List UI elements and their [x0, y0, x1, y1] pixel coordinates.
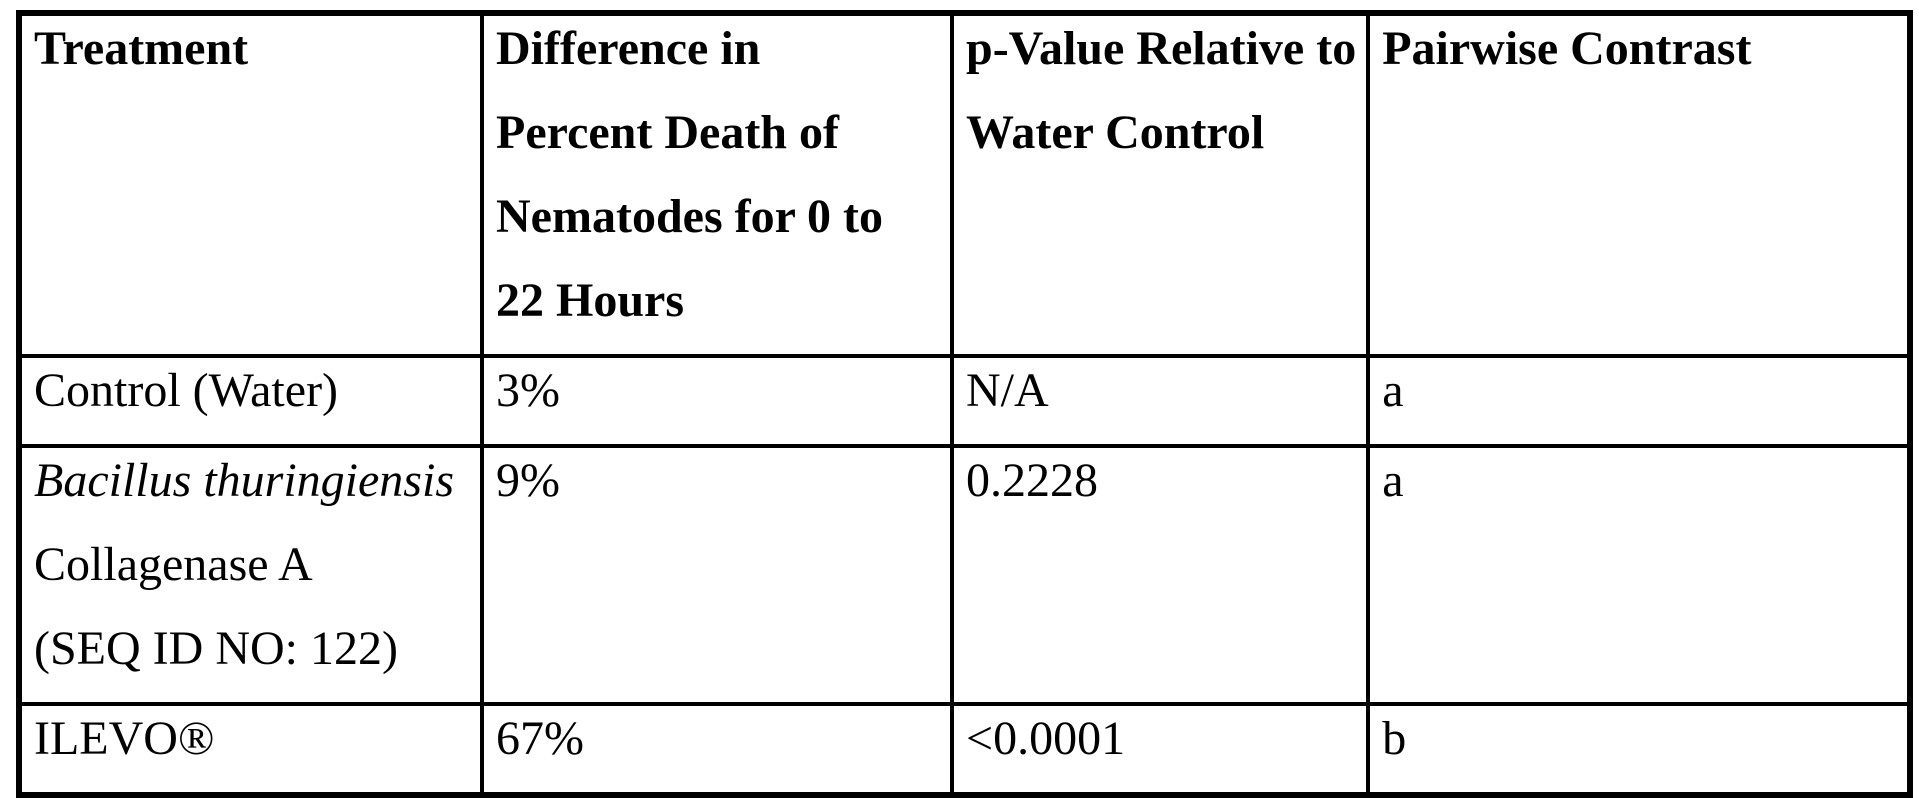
cell-p-value: N/A: [949, 354, 1371, 448]
header-label-difference-line: Nematodes for 0 to: [496, 190, 884, 243]
contrast-letter: a: [1382, 454, 1404, 507]
p-value: N/A: [966, 364, 1049, 417]
treatment-name: Control (Water): [34, 364, 339, 417]
header-cell-pairwise-contrast: Pairwise Contrast: [1366, 11, 1913, 358]
table-row-ilevo: ILEVO® 67% <0.0001 b: [17, 702, 1913, 797]
p-value: <0.0001: [966, 712, 1126, 765]
treatment-name: ILEVO®: [34, 712, 215, 765]
cell-pairwise-contrast: b: [1366, 702, 1913, 797]
treatment-seq-id: (SEQ ID NO: 122): [34, 622, 398, 675]
contrast-letter: a: [1382, 364, 1404, 417]
difference-value: 67%: [496, 712, 584, 765]
header-label-p-value-line: Water Control: [966, 106, 1265, 159]
cell-treatment: Bacillus thuringiensis Collagenase A (SE…: [17, 444, 484, 706]
header-cell-treatment: Treatment: [17, 11, 484, 358]
header-label-difference-line: Percent Death of: [496, 106, 839, 159]
header-label-treatment: Treatment: [34, 22, 249, 75]
cell-pairwise-contrast: a: [1366, 354, 1913, 448]
cell-treatment: Control (Water): [17, 354, 484, 448]
difference-value: 3%: [496, 364, 560, 417]
header-cell-difference-percent-death: Difference in Percent Death of Nematodes…: [480, 11, 954, 358]
difference-value: 9%: [496, 454, 560, 507]
cell-difference-percent: 9%: [480, 444, 954, 706]
table-row-control-water: Control (Water) 3% N/A a: [17, 354, 1913, 448]
header-label-pairwise-contrast: Pairwise Contrast: [1382, 22, 1752, 75]
cell-pairwise-contrast: a: [1366, 444, 1913, 706]
p-value: 0.2228: [966, 454, 1098, 507]
table-row-bt-collagenase-a: Bacillus thuringiensis Collagenase A (SE…: [17, 444, 1913, 706]
cell-difference-percent: 3%: [480, 354, 954, 448]
treatment-name-enzyme: Collagenase A: [34, 538, 313, 591]
header-label-difference-line: 22 Hours: [496, 274, 685, 327]
header-row: Treatment Difference in Percent Death of…: [17, 11, 1913, 358]
contrast-letter: b: [1382, 712, 1407, 765]
treatment-name-species: Bacillus thuringiensis: [34, 454, 454, 507]
header-cell-p-value: p-Value Relative to Water Control: [949, 11, 1371, 358]
cell-p-value: 0.2228: [949, 444, 1371, 706]
cell-p-value: <0.0001: [949, 702, 1371, 797]
cell-difference-percent: 67%: [480, 702, 954, 797]
nematode-mortality-table: Treatment Difference in Percent Death of…: [16, 10, 1914, 798]
cell-treatment: ILEVO®: [17, 702, 484, 797]
header-label-p-value-line: p-Value Relative to: [966, 22, 1357, 75]
header-label-difference-line: Difference in: [496, 22, 761, 75]
